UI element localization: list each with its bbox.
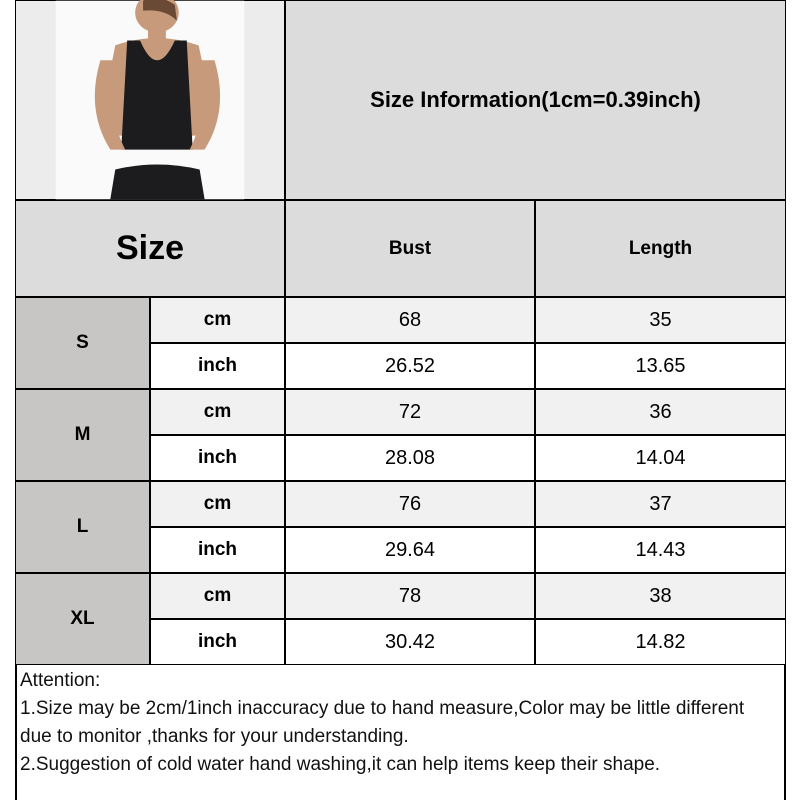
attention-notes: Attention: 1.Size may be 2cm/1inch inacc…	[20, 667, 780, 779]
bust-value: 76	[285, 481, 535, 527]
attention-heading: Attention:	[20, 670, 101, 691]
unit-label: inch	[150, 435, 285, 481]
bust-value: 26.52	[285, 343, 535, 389]
size-label: L	[15, 481, 150, 573]
attention-line: 1.Size may be 2cm/1inch inaccuracy due t…	[20, 698, 745, 747]
bust-value: 68	[285, 297, 535, 343]
attention-line: 2.Suggestion of cold water hand washing,…	[20, 754, 661, 775]
length-value: 35	[535, 297, 786, 343]
bust-value: 30.42	[285, 619, 535, 665]
size-header: Size	[15, 200, 285, 297]
length-value: 38	[535, 573, 786, 619]
size-label: S	[15, 297, 150, 389]
unit-label: inch	[150, 527, 285, 573]
bust-value: 72	[285, 389, 535, 435]
unit-label: cm	[150, 297, 285, 343]
bust-value: 78	[285, 573, 535, 619]
length-value: 36	[535, 389, 786, 435]
length-value: 13.65	[535, 343, 786, 389]
bust-value: 28.08	[285, 435, 535, 481]
product-photo	[15, 0, 285, 200]
unit-label: cm	[150, 573, 285, 619]
length-header: Length	[535, 200, 786, 297]
size-label: XL	[15, 573, 150, 665]
unit-label: inch	[150, 619, 285, 665]
model-image	[55, 0, 245, 200]
length-value: 37	[535, 481, 786, 527]
length-value: 14.04	[535, 435, 786, 481]
unit-label: cm	[150, 481, 285, 527]
size-label: M	[15, 389, 150, 481]
unit-label: inch	[150, 343, 285, 389]
length-value: 14.82	[535, 619, 786, 665]
bust-value: 29.64	[285, 527, 535, 573]
bust-header: Bust	[285, 200, 535, 297]
chart-title: Size Information(1cm=0.39inch)	[285, 0, 786, 200]
unit-label: cm	[150, 389, 285, 435]
length-value: 14.43	[535, 527, 786, 573]
